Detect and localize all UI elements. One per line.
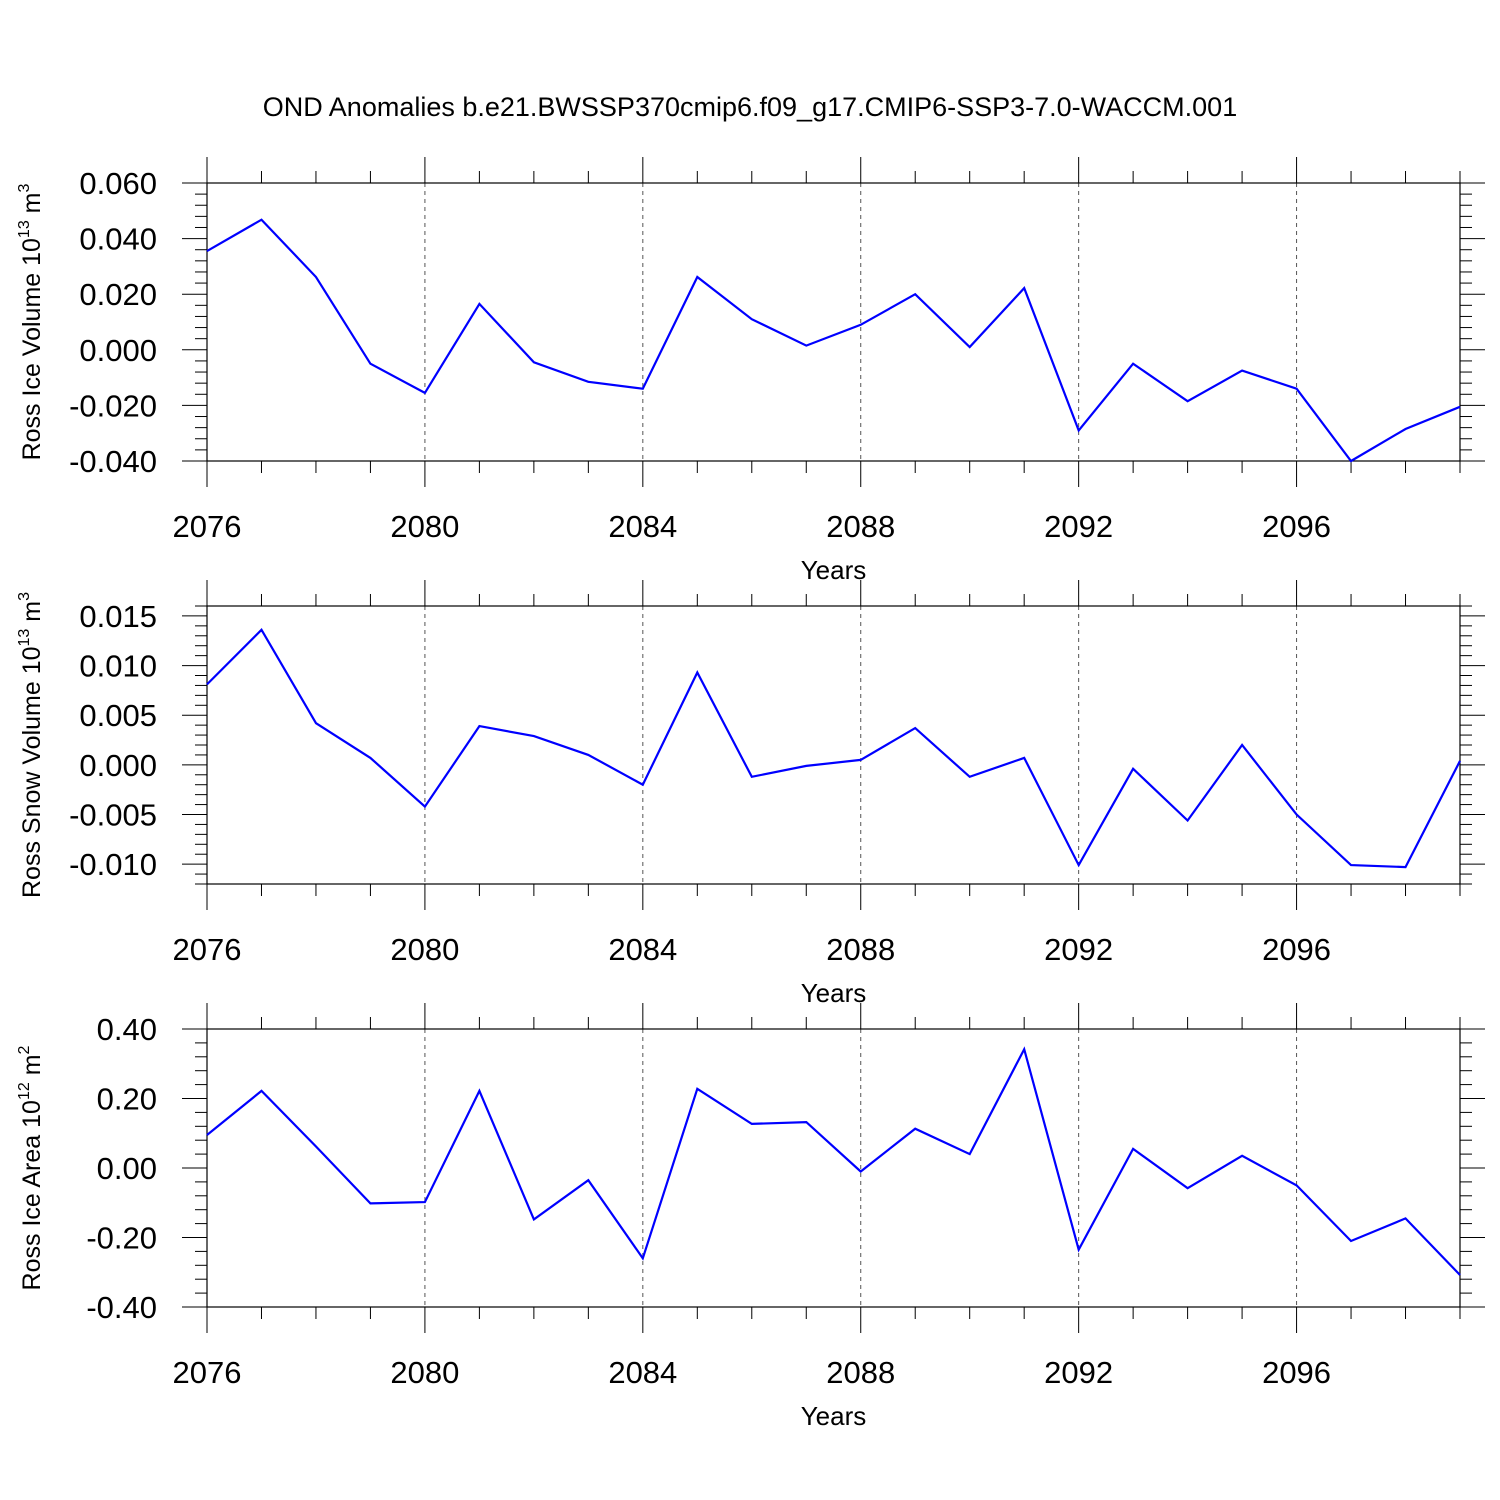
x-tick-label: 2080 — [390, 509, 459, 544]
x-tick-label: 2088 — [826, 932, 895, 967]
x-tick-label: 2092 — [1044, 509, 1113, 544]
x-tick-label: 2088 — [826, 1355, 895, 1390]
x-tick-label: 2076 — [173, 932, 242, 967]
plot-frame — [206, 605, 1461, 885]
y-tick-label: 0.015 — [79, 599, 157, 634]
x-tick-label: 2092 — [1044, 1355, 1113, 1390]
x-tick-label: 2096 — [1262, 932, 1331, 967]
y-tick-label: -0.020 — [69, 388, 157, 423]
panel-ice-area: 2076 2080 2084 2088 2092 2096 0.40 0.20 0.00 -0.2… — [16, 1003, 1485, 1431]
x-tick-label: 2080 — [390, 932, 459, 967]
y-axis-label: Ross Snow Volume 1013 m3 — [16, 592, 46, 898]
y-tick-label: 0.000 — [79, 333, 157, 368]
x-axis-label: Years — [801, 978, 867, 1008]
x-tick-label: 2084 — [608, 509, 677, 544]
y-tick-label: -0.010 — [69, 847, 157, 882]
y-tick-label: 0.060 — [79, 166, 157, 201]
x-tick-label: 2096 — [1262, 509, 1331, 544]
figure-title: OND Anomalies b.e21.BWSSP370cmip6.f09_g1… — [262, 92, 1238, 122]
x-tick-label: 2096 — [1262, 1355, 1331, 1390]
y-tick-label: 0.40 — [97, 1012, 157, 1047]
y-axis-label: Ross Ice Volume 1013 m3 — [16, 183, 46, 460]
x-tick-label: 2076 — [173, 509, 242, 544]
y-tick-label: 0.005 — [79, 698, 157, 733]
x-tick-label: 2080 — [390, 1355, 459, 1390]
x-tick-label: 2076 — [173, 1355, 242, 1390]
panel-snow-volume: 2076 2080 2084 2088 2092 2096 0.015 0.010 0.005 0… — [16, 580, 1485, 1008]
plot-frame — [206, 182, 1461, 462]
data-series-line — [206, 218, 1461, 463]
y-axis-label: Ross Ice Area 1012 m2 — [16, 1045, 46, 1290]
y-tick-label: -0.40 — [86, 1290, 157, 1325]
y-tick-label: -0.005 — [69, 798, 157, 833]
x-tick-label: 2084 — [608, 1355, 677, 1390]
y-tick-label: 0.20 — [97, 1082, 157, 1117]
plot-frame — [206, 1028, 1461, 1308]
y-tick-label: 0.000 — [79, 748, 157, 783]
x-axis-label: Years — [801, 555, 867, 585]
y-tick-label: 0.010 — [79, 649, 157, 684]
y-tick-label: 0.040 — [79, 222, 157, 257]
x-tick-label: 2092 — [1044, 932, 1113, 967]
data-series-line — [206, 1046, 1461, 1276]
x-tick-label: 2084 — [608, 932, 677, 967]
x-tick-label: 2088 — [826, 509, 895, 544]
y-tick-label: -0.20 — [86, 1221, 157, 1256]
x-axis-label: Years — [801, 1401, 867, 1431]
data-series-line — [206, 628, 1461, 869]
y-tick-label: 0.020 — [79, 277, 157, 312]
y-tick-label: -0.040 — [69, 444, 157, 479]
y-tick-label: 0.00 — [97, 1151, 157, 1186]
panel-ice-volume: 2076 2080 2084 2088 2092 2096 0.060 0.040 0.020 0… — [16, 157, 1485, 585]
